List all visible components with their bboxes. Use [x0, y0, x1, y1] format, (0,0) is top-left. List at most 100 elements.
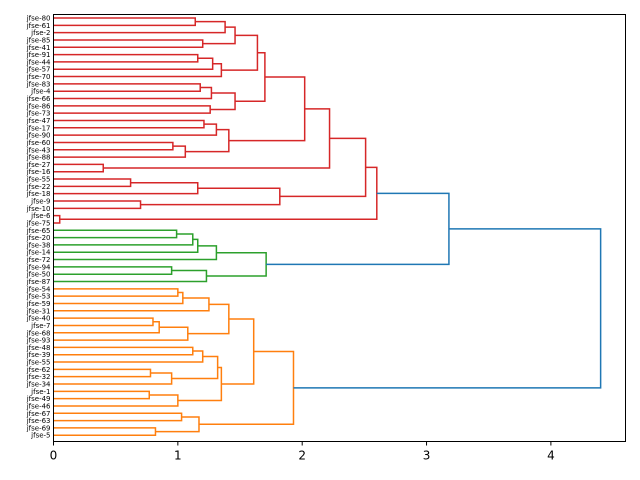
dendrogram-link	[53, 145, 187, 158]
dendrogram-link	[53, 181, 199, 195]
x-tick-label: 4	[547, 449, 555, 463]
x-tick-label: 2	[298, 449, 306, 463]
dendrogram-link	[53, 297, 210, 312]
dendrogram-link	[53, 233, 194, 246]
leaf-label: jfse-65	[26, 227, 51, 235]
leaf-label: jfse-32	[26, 373, 51, 381]
leaf-label: jfse-53	[26, 293, 51, 301]
leaf-label: jfse-47	[26, 117, 51, 125]
leaf-label: jfse-94	[26, 263, 51, 271]
leaf-label: jfse-91	[26, 51, 51, 59]
leaf-label: jfse-69	[26, 424, 51, 432]
x-axis-ticks: 0 1 2 3 4	[50, 441, 555, 463]
dendrogram-link	[53, 238, 199, 253]
dendrogram-link	[53, 20, 226, 34]
dendrogram-link	[53, 321, 160, 334]
leaf-label: jfse-59	[26, 300, 51, 308]
dendrogram-link	[53, 119, 205, 129]
leaf-label: jfse-9	[30, 198, 50, 206]
dendrogram-link	[53, 317, 154, 327]
dendrogram-link	[53, 141, 174, 151]
dendrogram-link	[53, 123, 218, 136]
leaf-label: jfse-63	[26, 417, 51, 425]
leaf-label: jfse-41	[26, 44, 51, 52]
leaf-label: jfse-38	[26, 241, 51, 249]
leaf-label: jfse-39	[26, 351, 51, 359]
leaf-label: jfse-43	[26, 146, 51, 154]
dendrogram-link	[198, 350, 295, 426]
leaf-label: jfse-86	[26, 102, 51, 110]
leaf-label: jfse-1	[30, 388, 50, 396]
leaf-label: jfse-46	[26, 402, 51, 410]
dendrogram-link	[293, 228, 602, 389]
dendrogram-link	[53, 291, 184, 305]
leaf-label: jfse-10	[26, 205, 51, 213]
leaf-label: jfse-7	[30, 322, 50, 330]
dendrogram-link	[103, 108, 331, 169]
dendrogram-link	[228, 76, 306, 142]
leaf-label: jfse-6	[30, 212, 51, 220]
dendrogram-link	[53, 200, 142, 210]
leaf-label: jfse-72	[26, 256, 51, 264]
leaf-label: jfse-67	[26, 410, 51, 418]
dendrogram-link	[210, 92, 236, 111]
dendrogram-link	[53, 105, 211, 114]
dendrogram-link	[53, 214, 61, 224]
dendrogram-link	[53, 86, 213, 100]
dendrogram-link	[221, 318, 255, 385]
dendrogram-link	[53, 229, 178, 239]
leaf-label: jfse-61	[26, 22, 51, 30]
dendrogram-link	[53, 63, 223, 78]
x-tick-label: 0	[50, 449, 58, 463]
dendrogram-link	[53, 53, 199, 63]
leaf-label: jfse-50	[26, 271, 51, 279]
dendrogram-link	[53, 178, 132, 188]
leaf-label: jfse-73	[26, 110, 51, 118]
leaf-label: jfse-20	[26, 234, 51, 242]
dendrogram-link	[53, 266, 173, 275]
leaf-label: jfse-80	[26, 15, 51, 23]
dendrogram-link	[53, 83, 201, 92]
dendrogram-link	[206, 251, 267, 277]
dendrogram-link	[177, 366, 223, 402]
dendrogram-link	[266, 192, 450, 266]
leaf-label: jfse-60	[26, 139, 51, 147]
leaf-label: jfse-31	[26, 307, 51, 315]
leaf-label: jfse-90	[26, 132, 51, 140]
dendrogram-link	[53, 326, 189, 341]
leaf-label: jfse-44	[26, 58, 51, 66]
leaf-label: jfse-87	[26, 278, 51, 286]
leaf-label: jfse-4	[30, 88, 51, 96]
leaf-label: jfse-68	[26, 329, 51, 337]
dendrogram-link	[53, 39, 204, 49]
dendrogram-link	[279, 137, 367, 198]
leaf-label: jfse-70	[26, 73, 51, 81]
dendrogram-link	[53, 57, 214, 70]
leaf-label: jfse-40	[26, 315, 51, 323]
plot-frame	[53, 14, 626, 442]
dendrogram-link	[53, 368, 152, 378]
leaf-label: jfse-55	[26, 176, 51, 184]
dendrogram-link	[53, 163, 104, 173]
dendrogram-link	[53, 427, 157, 436]
dendrogram-link	[53, 269, 208, 283]
leaf-label: jfse-48	[26, 344, 51, 352]
leaf-label: jfse-85	[26, 36, 51, 44]
dendrogram-link	[140, 187, 281, 206]
leaf-label: jfse-22	[26, 183, 51, 191]
dendrogram-link	[53, 390, 150, 400]
leaf-labels: jfse-80jfse-61jfse-2jfse-85jfse-41jfse-9…	[26, 15, 51, 440]
dendrogram-link	[53, 346, 194, 356]
dendrogram-link	[221, 34, 259, 71]
dendrogram-link	[59, 166, 378, 221]
leaf-label: jfse-88	[26, 154, 51, 162]
leaf-label: jfse-34	[26, 381, 51, 389]
dendrogram-link	[185, 128, 230, 153]
leaf-label: jfse-27	[26, 161, 51, 169]
dendrogram-link	[53, 372, 173, 385]
leaf-label: jfse-66	[26, 95, 51, 103]
dendrogram-links	[53, 17, 602, 436]
dendrogram-link	[202, 26, 236, 45]
dendrogram-link	[171, 355, 219, 380]
